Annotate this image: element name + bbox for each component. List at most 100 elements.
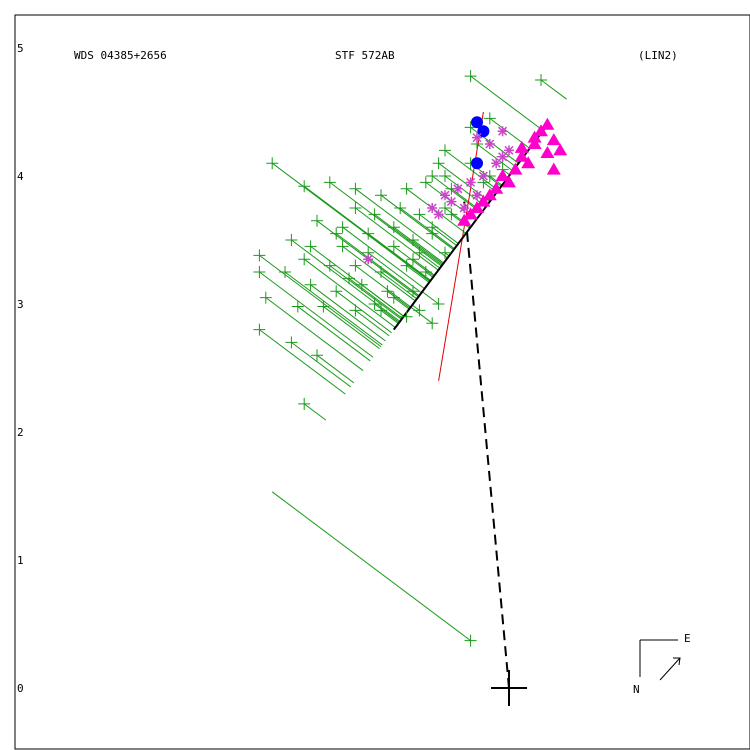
compass-arrowhead: [673, 657, 681, 666]
compass-east-label: E: [684, 632, 691, 645]
residual-connector: [355, 188, 448, 259]
micrometer-point: [298, 253, 311, 266]
photographic-point: [491, 158, 502, 169]
micrometer-point: [432, 298, 445, 310]
micrometer-point: [419, 176, 432, 189]
micrometer-point: [362, 227, 375, 240]
residual-connector: [355, 207, 439, 271]
residual-connector: [271, 491, 471, 642]
micrometer-point: [298, 397, 311, 410]
residual-connector: [329, 181, 442, 267]
micrometer-point: [285, 336, 298, 349]
residual-connector: [387, 290, 411, 309]
compass-rotation-arrow: [659, 657, 681, 681]
speckle-point: [540, 145, 555, 158]
residual-connector: [419, 252, 441, 269]
photographic-point: [497, 151, 508, 162]
residual-connector: [271, 162, 431, 282]
micrometer-point: [336, 221, 349, 234]
photographic-point: [452, 183, 463, 194]
photographic-point: [427, 203, 438, 213]
speckle-point: [514, 149, 529, 162]
residual-connector: [431, 226, 458, 247]
residual-connector: [540, 79, 567, 100]
micrometer-point: [413, 208, 426, 221]
micrometer-point: [304, 240, 317, 253]
compass-north-label: N: [633, 683, 640, 696]
residual-connector: [393, 245, 435, 277]
micrometer-point: [407, 234, 419, 246]
micrometer-point: [343, 272, 355, 285]
residual-connector: [444, 149, 499, 191]
micrometer-point: [426, 170, 439, 182]
residual-connector: [297, 306, 371, 362]
compass: E N: [633, 632, 691, 696]
micrometer-point: [407, 253, 419, 266]
residual-connector: [323, 306, 380, 350]
micrometer-point: [291, 300, 304, 313]
residual-connector: [470, 75, 544, 131]
residual-connector: [411, 304, 420, 311]
micrometer-point: [464, 634, 477, 647]
micrometer-point: [419, 266, 432, 278]
residual-connector: [342, 245, 416, 302]
micrometer-point: [375, 266, 387, 278]
residual-connector: [406, 265, 430, 283]
hipparcos-point: [471, 116, 483, 129]
micrometer-point: [311, 349, 323, 362]
speckle-point: [553, 143, 568, 156]
photographic-point: [478, 171, 489, 181]
micrometer-point: [483, 112, 496, 125]
micrometer-point: [439, 246, 451, 259]
residual-connector: [310, 284, 386, 342]
photographic-point: [472, 132, 482, 143]
micrometer-point: [439, 144, 451, 157]
micrometer-point: [253, 249, 266, 262]
residual-connector: [284, 271, 383, 346]
micrometer-point: [349, 304, 362, 317]
micrometer-point: [336, 240, 349, 253]
micrometer-point: [426, 317, 439, 330]
speckle-point: [476, 194, 491, 207]
residual-connector: [374, 303, 400, 323]
residual-connector: [476, 143, 514, 172]
micrometer-point: [323, 259, 336, 272]
residual-connector: [291, 341, 352, 388]
micrometer-point: [439, 170, 451, 182]
residual-connector: [419, 213, 459, 244]
micrometer-point: [375, 189, 387, 202]
observation-marks: [253, 70, 568, 706]
micrometer-point: [279, 266, 291, 278]
y-tick-label: 1: [17, 554, 24, 567]
micrometer-point: [253, 323, 266, 336]
micrometer-point: [394, 202, 407, 214]
micrometer-point: [432, 157, 445, 170]
micrometer-point: [464, 70, 477, 83]
residual-connector: [265, 297, 364, 371]
speckle-point: [521, 156, 536, 169]
residual-connector: [421, 291, 439, 305]
residual-connector: [259, 254, 382, 347]
y-tick-label: 2: [17, 426, 24, 439]
micrometer-point: [330, 285, 343, 298]
speckle-point: [463, 207, 478, 220]
residual-connector: [431, 233, 455, 251]
micrometer-point: [400, 310, 413, 323]
micrometer-point: [407, 285, 419, 298]
plot-frame: [14, 14, 750, 750]
speckle-point: [495, 169, 510, 181]
micrometer-point: [285, 234, 298, 246]
micrometer-point: [266, 157, 279, 170]
residual-connector: [380, 271, 418, 300]
residual-connector: [303, 258, 396, 328]
residual-connector: [393, 226, 444, 265]
header-system-name: STF 572AB: [335, 49, 395, 62]
micrometer-point: [381, 285, 394, 298]
residual-connector: [412, 290, 420, 297]
micrometer-point: [413, 246, 426, 259]
speckle-point: [534, 124, 548, 137]
photographic-point: [446, 196, 457, 207]
micrometer-point: [304, 278, 317, 291]
micrometer-point: [368, 208, 381, 221]
